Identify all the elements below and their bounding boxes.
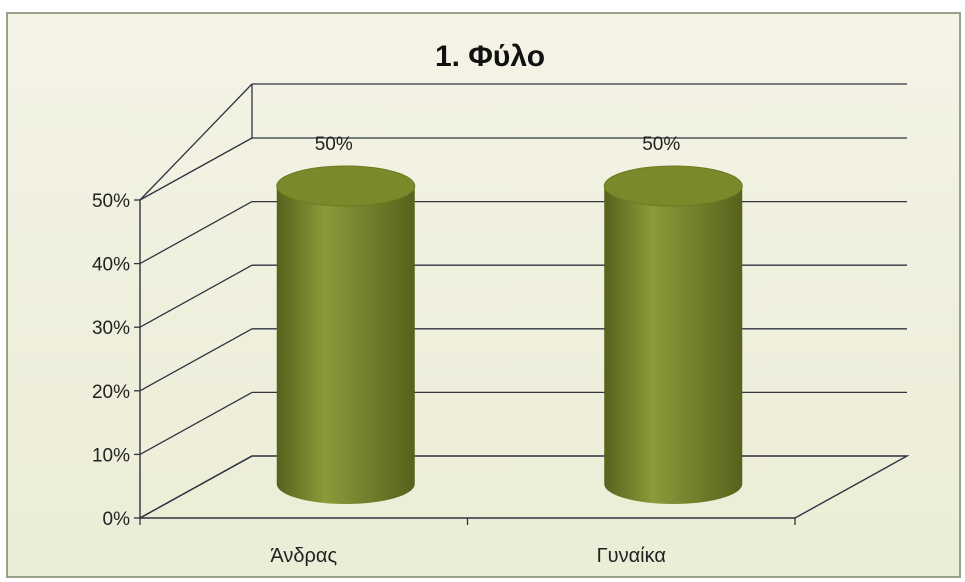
bar-1 (276, 165, 416, 504)
data-label: 50% (315, 134, 353, 155)
y-tick-label: 10% (92, 445, 130, 466)
bar-body (276, 186, 415, 504)
y-tick-label: 40% (92, 255, 130, 276)
y-tick-label: 0% (103, 509, 131, 530)
y-tick-label: 50% (92, 191, 130, 212)
gridline-side (139, 391, 253, 455)
bar-2 (603, 165, 743, 504)
gridline-side (139, 328, 253, 392)
chart-title: 1. Φύλο (435, 40, 545, 73)
gridline-side (139, 455, 253, 519)
gridline-side-top (139, 83, 253, 201)
y-tick-label: 30% (92, 318, 130, 339)
x-category-label: Γυναίκα (597, 545, 666, 567)
gridline-side (139, 201, 253, 265)
gridline-side (139, 264, 253, 328)
bar-top (276, 165, 416, 207)
x-category-label: Άνδρας (270, 545, 337, 567)
gridline-side (139, 137, 253, 201)
data-label: 50% (642, 134, 680, 155)
bar-body (604, 186, 743, 504)
chart-frame (6, 12, 961, 578)
y-tick-label: 20% (92, 382, 130, 403)
floor-outline (139, 455, 910, 519)
bar-top (603, 165, 743, 207)
